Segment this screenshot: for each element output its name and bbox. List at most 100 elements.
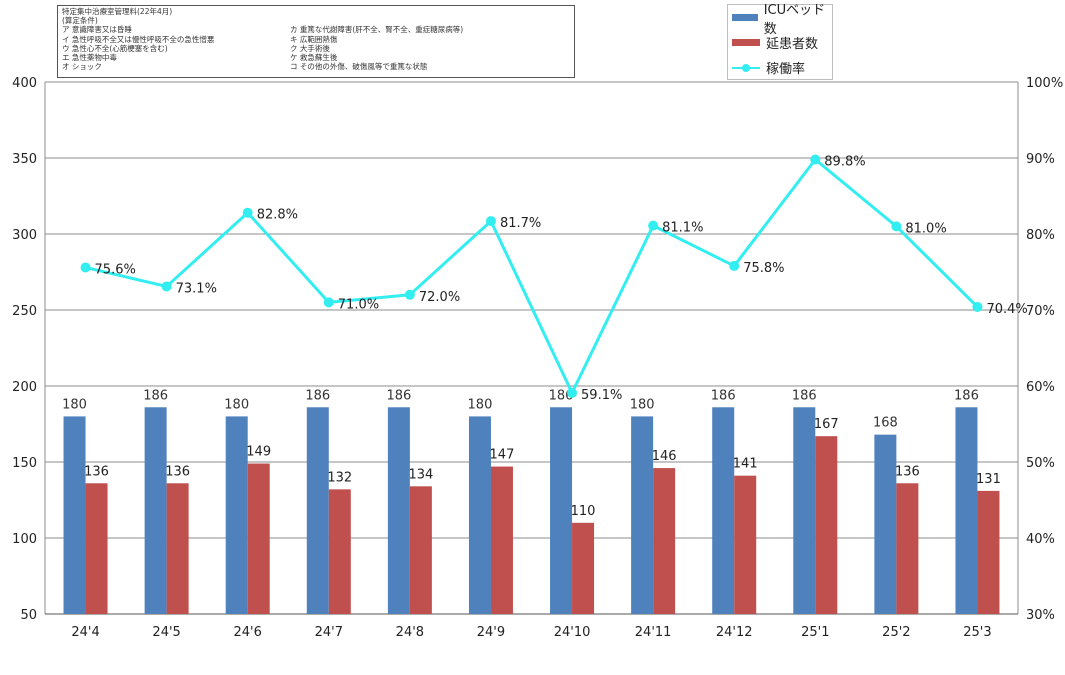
bar-patients — [166, 483, 189, 614]
bar-beds-label: 186 — [954, 388, 979, 403]
y-right-tick-label: 40% — [1026, 532, 1055, 547]
bar-patients — [247, 463, 270, 614]
notes-row: イ 急性呼吸不全又は慢性呼吸不全の急性憎悪 キ 広範囲熱傷 — [62, 35, 570, 44]
y-right-tick-label: 100% — [1026, 76, 1063, 91]
notes-title: 特定集中治療室管理料(22年4月) — [62, 7, 173, 16]
rate-label: 75.6% — [95, 262, 136, 277]
bar-patients — [490, 466, 513, 614]
notes-row: オ ショック コ その他の外傷、破傷風等で重篤な状態 — [62, 62, 570, 71]
notes-item: コ その他の外傷、破傷風等で重篤な状態 — [290, 62, 428, 72]
y-left-tick-label: 150 — [12, 456, 37, 471]
bar-patients — [653, 468, 676, 614]
notes-item: オ ショック — [62, 62, 102, 72]
bar-beds — [63, 416, 86, 614]
x-tick-label: 24'5 — [152, 625, 180, 640]
rate-label: 82.8% — [257, 208, 298, 223]
x-tick-label: 24'6 — [234, 625, 262, 640]
notes-item: ウ 急性心不全(心筋梗塞を含む) — [62, 43, 168, 53]
legend-label-rate: 稼働率 — [766, 62, 806, 77]
legend-swatch-patients — [732, 39, 760, 46]
y-left-tick-label: 50 — [20, 608, 37, 623]
bar-beds — [793, 407, 816, 614]
rate-label: 81.1% — [662, 221, 703, 236]
y-right-tick-label: 80% — [1026, 228, 1055, 243]
rate-point — [404, 289, 415, 300]
y-left-tick-label: 250 — [12, 304, 37, 319]
y-left-tick-label: 200 — [12, 380, 37, 395]
notes-row: ウ 急性心不全(心筋梗塞を含む) ク 大手術後 — [62, 44, 570, 53]
rate-label: 75.8% — [743, 261, 784, 276]
legend-swatch-rate — [732, 63, 760, 73]
calculation-conditions-box: 特定集中治療室管理料(22年4月) (算定条件) ア 意識障害又は昏睡 カ 重篤… — [57, 5, 575, 78]
bar-patients — [328, 489, 351, 614]
bar-beds — [712, 407, 735, 614]
y-right-tick-label: 60% — [1026, 380, 1055, 395]
y-right-tick-label: 30% — [1026, 608, 1055, 623]
rate-point — [80, 262, 91, 273]
bar-patients-label: 131 — [976, 472, 1001, 487]
bar-patients-label: 147 — [490, 448, 515, 463]
x-tick-label: 24'7 — [315, 625, 343, 640]
rate-label: 71.0% — [338, 297, 379, 312]
bar-beds-label: 186 — [711, 388, 736, 403]
notes-item: エ 急性薬物中毒 — [62, 53, 117, 63]
y-right-tick-label: 70% — [1026, 304, 1055, 319]
y-left-tick-label: 100 — [12, 532, 37, 547]
rate-point — [567, 387, 578, 398]
notes-item: ケ 救急蘇生後 — [290, 53, 338, 63]
x-tick-label: 24'11 — [635, 625, 672, 640]
bar-beds-label: 180 — [630, 397, 655, 412]
x-tick-label: 24'10 — [554, 625, 591, 640]
rate-label: 81.7% — [500, 216, 541, 231]
bar-patients — [734, 475, 757, 614]
bar-beds-label: 180 — [62, 397, 87, 412]
bar-patients — [85, 483, 108, 614]
bar-beds-label: 180 — [468, 397, 493, 412]
bar-patients-label: 136 — [165, 464, 190, 479]
rate-point — [729, 260, 740, 271]
bar-patients-label: 132 — [327, 470, 352, 485]
bar-beds-label: 168 — [873, 416, 898, 431]
bar-beds-label: 186 — [386, 388, 411, 403]
rate-label: 73.1% — [176, 281, 217, 296]
bar-patients — [815, 436, 838, 614]
bar-beds-label: 180 — [224, 397, 249, 412]
x-tick-label: 25'2 — [882, 625, 910, 640]
bar-beds — [468, 416, 491, 614]
rate-point — [972, 301, 983, 312]
y-left-tick-label: 350 — [12, 152, 37, 167]
rate-label: 59.1% — [581, 388, 622, 403]
bar-patients — [409, 486, 432, 614]
rate-point — [891, 221, 902, 232]
x-tick-label: 24'9 — [477, 625, 505, 640]
legend-item-rate: 稼働率 — [728, 55, 832, 80]
y-left-tick-label: 400 — [12, 76, 37, 91]
rate-label: 81.0% — [905, 221, 946, 236]
rate-label: 89.8% — [824, 155, 865, 170]
bar-beds-label: 186 — [305, 388, 330, 403]
bar-beds — [387, 407, 410, 614]
legend-item-patients: 延患者数 — [728, 30, 832, 55]
bar-beds-label: 186 — [792, 388, 817, 403]
bar-patients — [977, 490, 1000, 614]
notes-item: キ 広範囲熱傷 — [290, 34, 338, 44]
rate-label: 70.4% — [986, 302, 1027, 317]
bar-patients-label: 136 — [84, 464, 109, 479]
notes-subtitle: (算定条件) — [62, 16, 98, 26]
notes-row: ア 意識障害又は昏睡 カ 重篤な代謝障害(肝不全、腎不全、重症糖尿病等) — [62, 25, 570, 34]
bar-patients-label: 110 — [571, 504, 596, 519]
bar-beds — [225, 416, 248, 614]
rate-point — [648, 220, 659, 231]
notes-item: ク 大手術後 — [290, 43, 330, 53]
bar-beds — [955, 407, 978, 614]
bar-patients — [572, 522, 595, 614]
notes-row: エ 急性薬物中毒 ケ 救急蘇生後 — [62, 53, 570, 62]
rate-point — [161, 281, 172, 292]
x-tick-label: 24'4 — [71, 625, 99, 640]
notes-item: ア 意識障害又は昏睡 — [62, 25, 132, 35]
rate-label: 72.0% — [419, 290, 460, 305]
bar-beds — [306, 407, 329, 614]
x-tick-label: 25'3 — [963, 625, 991, 640]
bar-beds — [144, 407, 167, 614]
